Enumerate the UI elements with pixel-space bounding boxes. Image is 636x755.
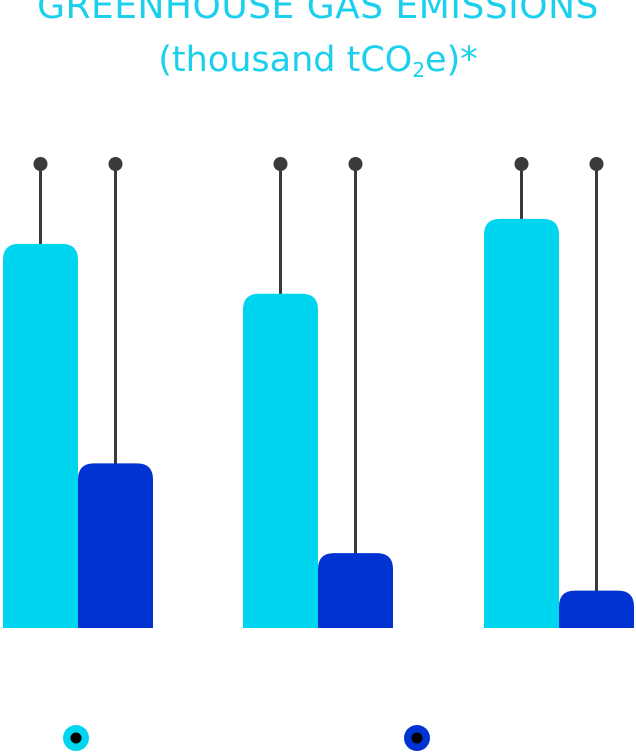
bar-g2-s2 bbox=[318, 553, 393, 628]
whisker-cap-g3-s1 bbox=[514, 157, 529, 171]
whisker-cap-g2-s1 bbox=[273, 157, 288, 171]
bar-g1-s1 bbox=[3, 243, 78, 629]
title-unit-subscript: 2 bbox=[412, 58, 426, 82]
bar-g1-s2 bbox=[78, 463, 153, 628]
bars-layer bbox=[3, 157, 634, 629]
whisker-cap-g3-s2 bbox=[589, 157, 604, 171]
bar-g3-s1 bbox=[484, 218, 559, 628]
whisker-cap-g1-s2 bbox=[108, 157, 123, 171]
title-unit-suffix: e)* bbox=[425, 40, 478, 80]
whisker-cap-g2-s2 bbox=[348, 157, 363, 171]
legend-swatch-dot-2 bbox=[411, 732, 423, 744]
legend-swatch-dot-1 bbox=[70, 732, 82, 744]
bar-g3-s2 bbox=[559, 590, 634, 628]
title-unit-prefix: (thousand tCO bbox=[158, 40, 413, 80]
chart-title-line2: (thousand tCO2e)* bbox=[0, 40, 636, 80]
bar-g2-s1 bbox=[243, 293, 318, 628]
legend bbox=[63, 725, 430, 751]
whisker-cap-g1-s1 bbox=[33, 157, 48, 171]
chart-title-line1: GREENHOUSE GAS EMISSIONS bbox=[37, 0, 599, 27]
